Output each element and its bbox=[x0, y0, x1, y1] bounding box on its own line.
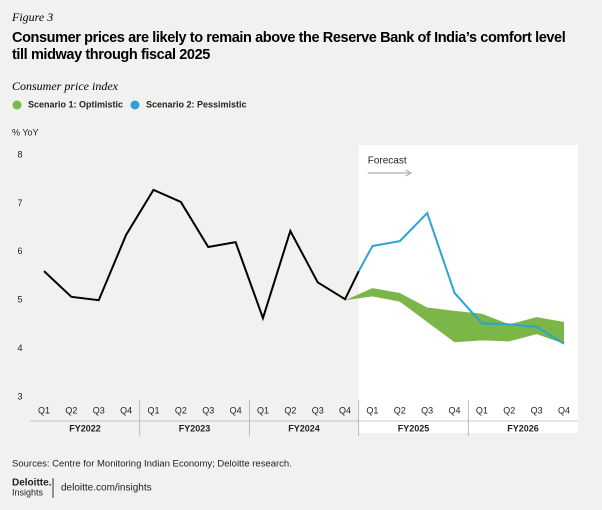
forecast-area bbox=[358, 145, 578, 433]
x-tick-label: Q2 bbox=[175, 405, 187, 415]
y-tick-label: 8 bbox=[17, 149, 22, 159]
source: Sources: Centre for Monitoring Indian Ec… bbox=[12, 459, 292, 470]
y-tick-label: 3 bbox=[17, 391, 22, 401]
x-tick-label: Q1 bbox=[476, 405, 488, 415]
legend-swatch bbox=[130, 100, 140, 110]
group-label: FY2024 bbox=[288, 423, 320, 433]
x-tick-label: Q2 bbox=[284, 405, 296, 415]
brand: Deloitte. bbox=[12, 478, 52, 489]
legend-label: Scenario 1: Optimistic bbox=[28, 99, 123, 109]
line bbox=[43, 188, 360, 322]
x-tick-label: Q2 bbox=[394, 405, 406, 415]
group-label: FY2025 bbox=[398, 423, 430, 433]
x-tick-label: Q4 bbox=[558, 405, 570, 415]
group-label: FY2023 bbox=[179, 423, 211, 433]
y-tick-label: 5 bbox=[17, 295, 22, 305]
x-tick-label: Q3 bbox=[421, 405, 433, 415]
brand-sub: Insights bbox=[12, 487, 44, 497]
legend-label: Scenario 2: Pessimistic bbox=[146, 99, 247, 109]
x-tick-label: Q4 bbox=[449, 405, 461, 415]
url: deloitte.com/insights bbox=[61, 483, 152, 494]
x-tick-label: Q4 bbox=[120, 405, 132, 415]
x-tick-label: Q3 bbox=[312, 405, 324, 415]
group-label: FY2022 bbox=[69, 423, 101, 433]
x-tick-label: Q4 bbox=[230, 405, 242, 415]
x-tick-label: Q2 bbox=[65, 405, 77, 415]
group-label: FY2026 bbox=[507, 423, 539, 433]
x-tick-label: Q3 bbox=[93, 405, 105, 415]
x-tick-label: Q1 bbox=[366, 405, 378, 415]
legend-swatch bbox=[12, 100, 22, 110]
x-tick-label: Q1 bbox=[38, 405, 50, 415]
forecast-arrowhead bbox=[405, 169, 412, 177]
forecast-label: Forecast bbox=[368, 156, 407, 167]
x-tick-label: Q2 bbox=[503, 405, 515, 415]
y-tick-label: 4 bbox=[17, 343, 22, 353]
scenario-band bbox=[345, 288, 565, 344]
x-tick-label: Q3 bbox=[202, 405, 214, 415]
chart-title: Consumer prices are likely to remain abo… bbox=[12, 30, 566, 63]
x-tick-label: Q3 bbox=[531, 405, 543, 415]
subtitle: Consumer price index bbox=[12, 79, 118, 93]
y-axis-label: % YoY bbox=[12, 127, 39, 137]
y-tick-label: 6 bbox=[17, 246, 22, 256]
x-tick-label: Q4 bbox=[339, 405, 351, 415]
y-tick-label: 7 bbox=[17, 198, 22, 208]
x-tick-label: Q1 bbox=[257, 405, 269, 415]
line bbox=[357, 211, 565, 345]
figure-label: Figure 3 bbox=[12, 10, 54, 24]
x-tick-label: Q1 bbox=[147, 405, 159, 415]
